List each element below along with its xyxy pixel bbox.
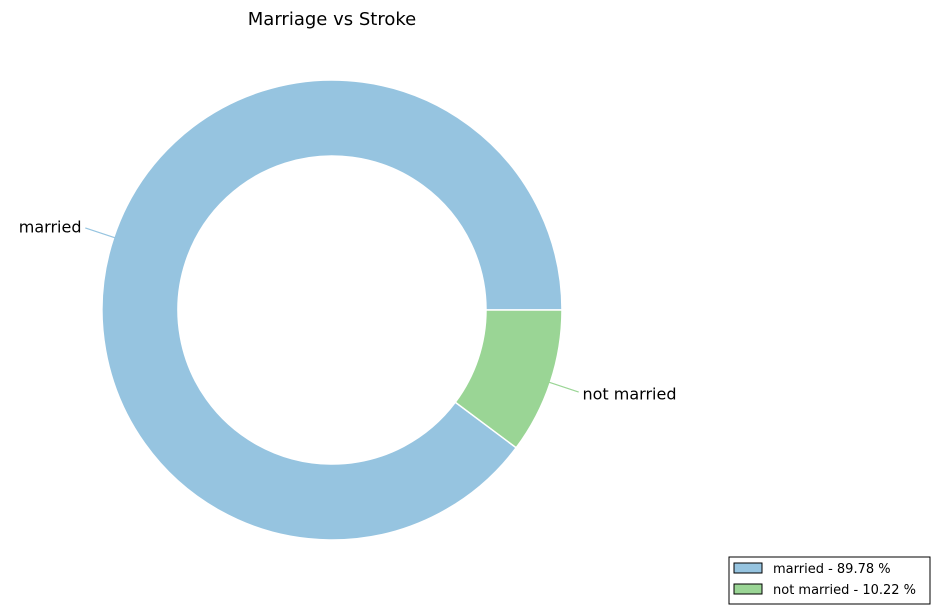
legend-swatch-married xyxy=(733,562,763,574)
legend-label-married: married - 89.78 % xyxy=(773,562,891,577)
legend-label-not-married: not married - 10.22 % xyxy=(773,583,916,598)
leader-line-married xyxy=(85,227,115,239)
slices-group xyxy=(101,79,563,541)
slice-married xyxy=(101,79,563,541)
slice-label-not-married: not married xyxy=(583,384,677,403)
leader-line-not-married xyxy=(549,381,579,393)
legend-swatch-not-married xyxy=(733,583,763,595)
slice-not-married xyxy=(454,309,563,449)
chart-title: Marriage vs Stroke xyxy=(248,9,416,30)
slice-label-married: married xyxy=(19,218,82,237)
legend: married - 89.78 % not married - 10.22 % xyxy=(728,556,931,605)
slice-labels-group: married not married xyxy=(19,218,677,404)
